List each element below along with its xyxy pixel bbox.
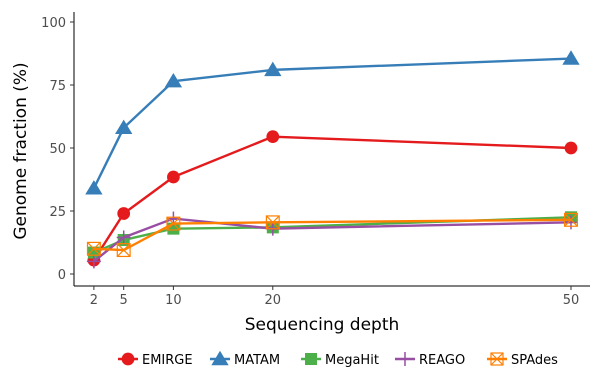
x-tick-label: 5 <box>120 293 128 308</box>
legend-item-megahit: MegaHit <box>301 353 379 368</box>
marker-triangle <box>211 350 229 366</box>
marker-circle <box>266 130 280 144</box>
marker-triangle <box>85 180 103 195</box>
marker-box <box>116 243 131 258</box>
legend-label: MATAM <box>234 353 280 368</box>
marker-x2 <box>564 212 578 227</box>
marker-box <box>490 352 504 366</box>
series-matam <box>85 50 580 195</box>
marker-circle <box>167 170 180 184</box>
x-tick-label: 20 <box>265 293 282 308</box>
x-tick-label: 10 <box>165 293 182 308</box>
series-megahit <box>87 211 577 259</box>
marker-x2 <box>166 216 181 231</box>
marker-triangle <box>264 61 282 77</box>
marker-box <box>563 212 578 227</box>
legend-label: EMIRGE <box>142 353 193 368</box>
chart-series <box>85 50 580 269</box>
series-spades <box>86 212 578 258</box>
marker-box <box>86 241 101 256</box>
y-tick-label: 50 <box>49 142 66 157</box>
marker-box <box>166 216 181 231</box>
series-line <box>92 57 572 189</box>
x-axis-title: Sequencing depth <box>245 315 400 335</box>
series-line <box>92 135 572 261</box>
legend-item-matam: MATAM <box>210 350 280 368</box>
legend-label: REAGO <box>419 353 465 368</box>
marker-triangle <box>164 72 183 88</box>
marker-circle <box>117 207 131 220</box>
y-axis-title: Genome fraction (%) <box>11 62 31 239</box>
y-tick-label: 0 <box>58 268 66 283</box>
y-tick-label: 75 <box>49 79 66 94</box>
series-emirge <box>87 130 578 267</box>
y-tick-label: 25 <box>49 205 66 220</box>
legend-item-emirge: EMIRGE <box>118 352 193 368</box>
marker-x2 <box>87 241 101 256</box>
legend-item-spades: SPAdes <box>487 352 558 368</box>
chart-legend: EMIRGE MATAM MegaHit REAGO SPAdes <box>118 350 558 368</box>
marker-x2 <box>490 352 504 366</box>
legend-item-reago: REAGO <box>395 352 465 368</box>
marker-triangle <box>562 50 580 65</box>
marker-circle <box>564 141 578 155</box>
marker-square <box>305 353 317 365</box>
x-tick-label: 50 <box>563 293 580 308</box>
y-tick-label: 100 <box>41 16 66 31</box>
marker-x2 <box>265 215 280 230</box>
marker-triangle <box>115 119 133 135</box>
legend-label: SPAdes <box>511 353 558 368</box>
x-tick-label: 2 <box>90 293 98 308</box>
marker-circle <box>121 352 135 366</box>
legend-label: MegaHit <box>325 353 379 368</box>
marker-x2 <box>116 243 131 257</box>
marker-box <box>265 215 280 230</box>
